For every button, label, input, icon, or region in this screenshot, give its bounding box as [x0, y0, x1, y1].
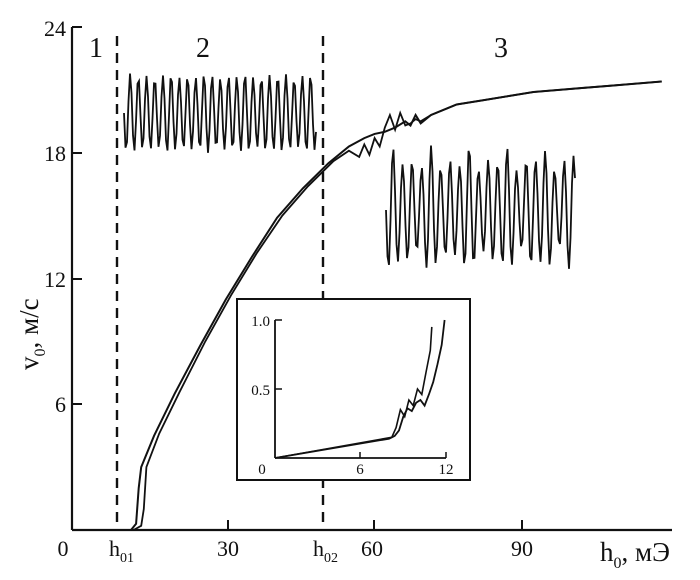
oscillogram-waveform-region-2 [123, 73, 317, 153]
inset-series-line-1 [274, 319, 446, 459]
region-label-1: 1 [89, 33, 103, 64]
oscillogram-waveform-region-3 [385, 145, 576, 269]
inset-y-tick-label-1.0: 1.0 [251, 314, 270, 330]
y-axis-label: v0, м/с [14, 298, 49, 370]
x-special-tick-h01: h01 [109, 536, 134, 566]
x-axis-label: h0, мЭ [600, 537, 670, 572]
y-tick-label-12: 12 [44, 267, 66, 292]
x-tick-label-0: 0 [58, 536, 69, 561]
region-label-3: 3 [494, 33, 508, 64]
x-tick-label-30: 30 [217, 536, 239, 561]
inset-x-tick-label-12: 12 [439, 462, 454, 478]
x-special-tick-h02: h02 [313, 536, 338, 566]
inset-y-tick-label-0.5: 0.5 [251, 383, 270, 399]
x-tick-label-60: 60 [361, 536, 383, 561]
y-tick-label-6: 6 [55, 392, 66, 417]
x-tick-label-90: 90 [511, 536, 533, 561]
inset-series-line-2 [274, 326, 433, 459]
y-tick-label-24: 24 [44, 16, 66, 41]
y-tick-label-18: 18 [44, 141, 66, 166]
inset-plot: 1.0 0.5 0 6 12 [236, 298, 471, 481]
inset-x-tick-label-0: 0 [258, 462, 266, 478]
inset-x-tick-label-6: 6 [356, 462, 364, 478]
series-line-2 [133, 80, 662, 531]
region-label-2: 2 [196, 33, 210, 64]
inset-frame [236, 298, 471, 481]
